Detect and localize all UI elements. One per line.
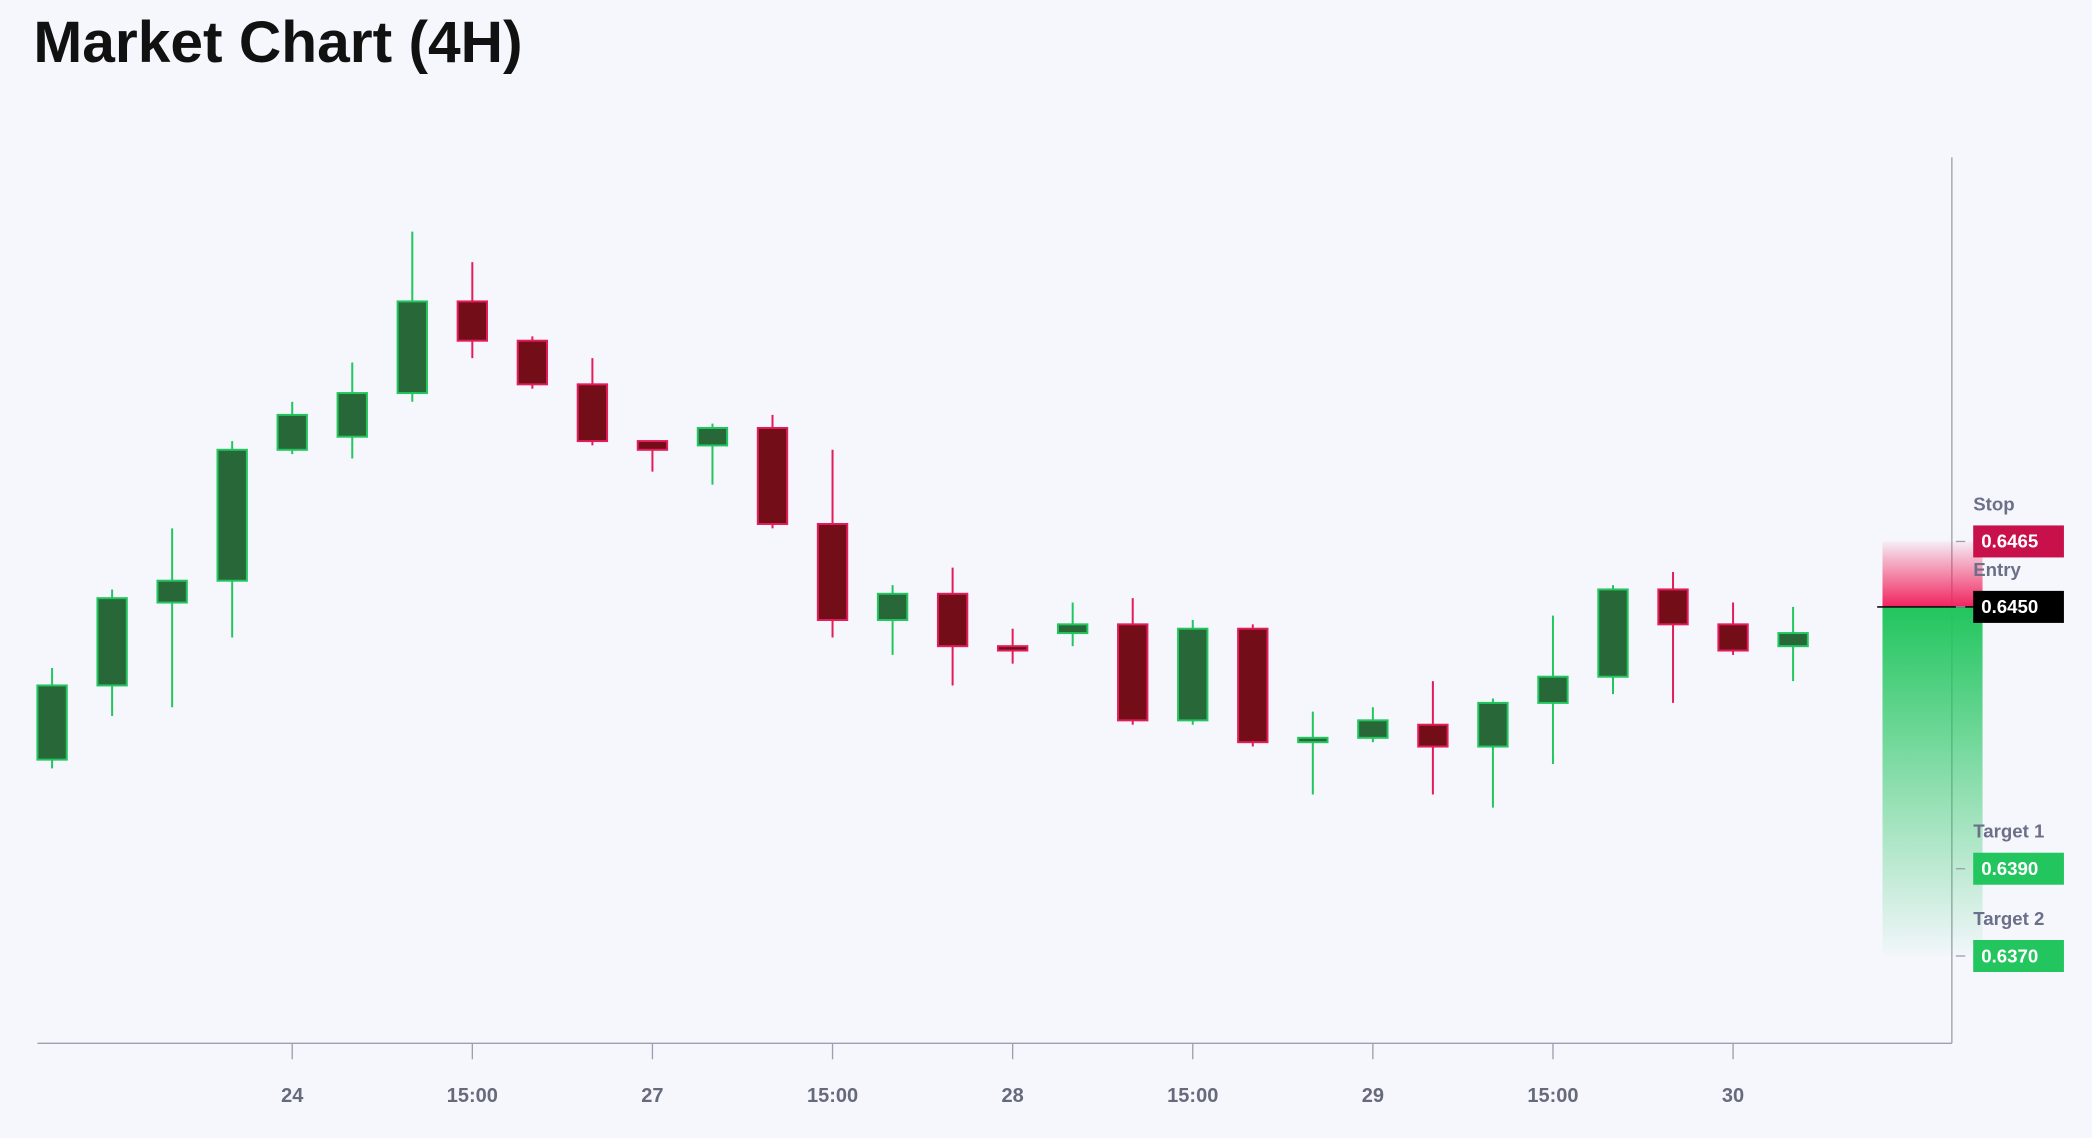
- candle-body: [996, 645, 1029, 652]
- candle-body: [1657, 588, 1689, 626]
- level-badge: [1973, 590, 2064, 623]
- candle-body: [1117, 623, 1149, 722]
- level-name: Target 2: [1973, 908, 2044, 929]
- candle-body: [1357, 719, 1389, 739]
- candle-body: [876, 592, 909, 621]
- level-value: 0.6450: [1981, 596, 2038, 617]
- reward-zone: [1882, 606, 1983, 957]
- candle-body: [936, 592, 969, 648]
- candle-body: [1237, 627, 1269, 744]
- level-badge: [1973, 852, 2064, 885]
- candle-body: [1057, 623, 1089, 635]
- candle-body: [756, 426, 789, 525]
- candle-body: [336, 392, 368, 438]
- level-name: Stop: [1973, 493, 2014, 514]
- x-tick-label: 15:00: [1167, 1085, 1218, 1107]
- candle-body: [816, 522, 849, 621]
- candle-body: [156, 579, 188, 604]
- x-tick-label: 28: [1002, 1085, 1024, 1107]
- candle-body: [1417, 723, 1449, 748]
- level-value: 0.6465: [1981, 531, 2038, 552]
- candle-body: [1477, 701, 1509, 748]
- chart-title: Market Chart (4H): [33, 10, 522, 75]
- level-value: 0.6390: [1981, 858, 2038, 879]
- level-badge: [1973, 939, 2064, 973]
- candle-body: [576, 383, 609, 443]
- candle-body: [276, 413, 308, 451]
- candle-body: [1177, 627, 1209, 722]
- candle-body: [36, 684, 68, 761]
- level-value: 0.6370: [1981, 945, 2038, 966]
- x-tick-label: 29: [1362, 1085, 1384, 1107]
- candle-body: [516, 339, 549, 386]
- risk-zone: [1882, 541, 1983, 607]
- candle-body: [96, 597, 128, 687]
- x-tick-label: 15:00: [447, 1085, 498, 1107]
- x-tick-label: 27: [641, 1085, 663, 1107]
- candle-body: [396, 300, 428, 395]
- level-badge: [1973, 525, 2064, 558]
- candle-body: [456, 300, 489, 342]
- candle-body: [636, 440, 669, 451]
- candle-body: [696, 426, 729, 447]
- level-name: Target 1: [1973, 821, 2044, 842]
- candle-body: [1717, 623, 1749, 652]
- candle-body: [1597, 588, 1629, 678]
- x-tick-label: 15:00: [1527, 1085, 1578, 1107]
- candle-body: [216, 448, 248, 582]
- candle-body: [1777, 632, 1809, 648]
- level-name: Entry: [1973, 559, 2021, 580]
- x-tick-label: 30: [1722, 1085, 1744, 1107]
- x-tick-label: 24: [281, 1085, 304, 1107]
- candle-body: [1297, 736, 1329, 744]
- candle-body: [1537, 675, 1569, 704]
- x-tick-label: 15:00: [807, 1085, 858, 1107]
